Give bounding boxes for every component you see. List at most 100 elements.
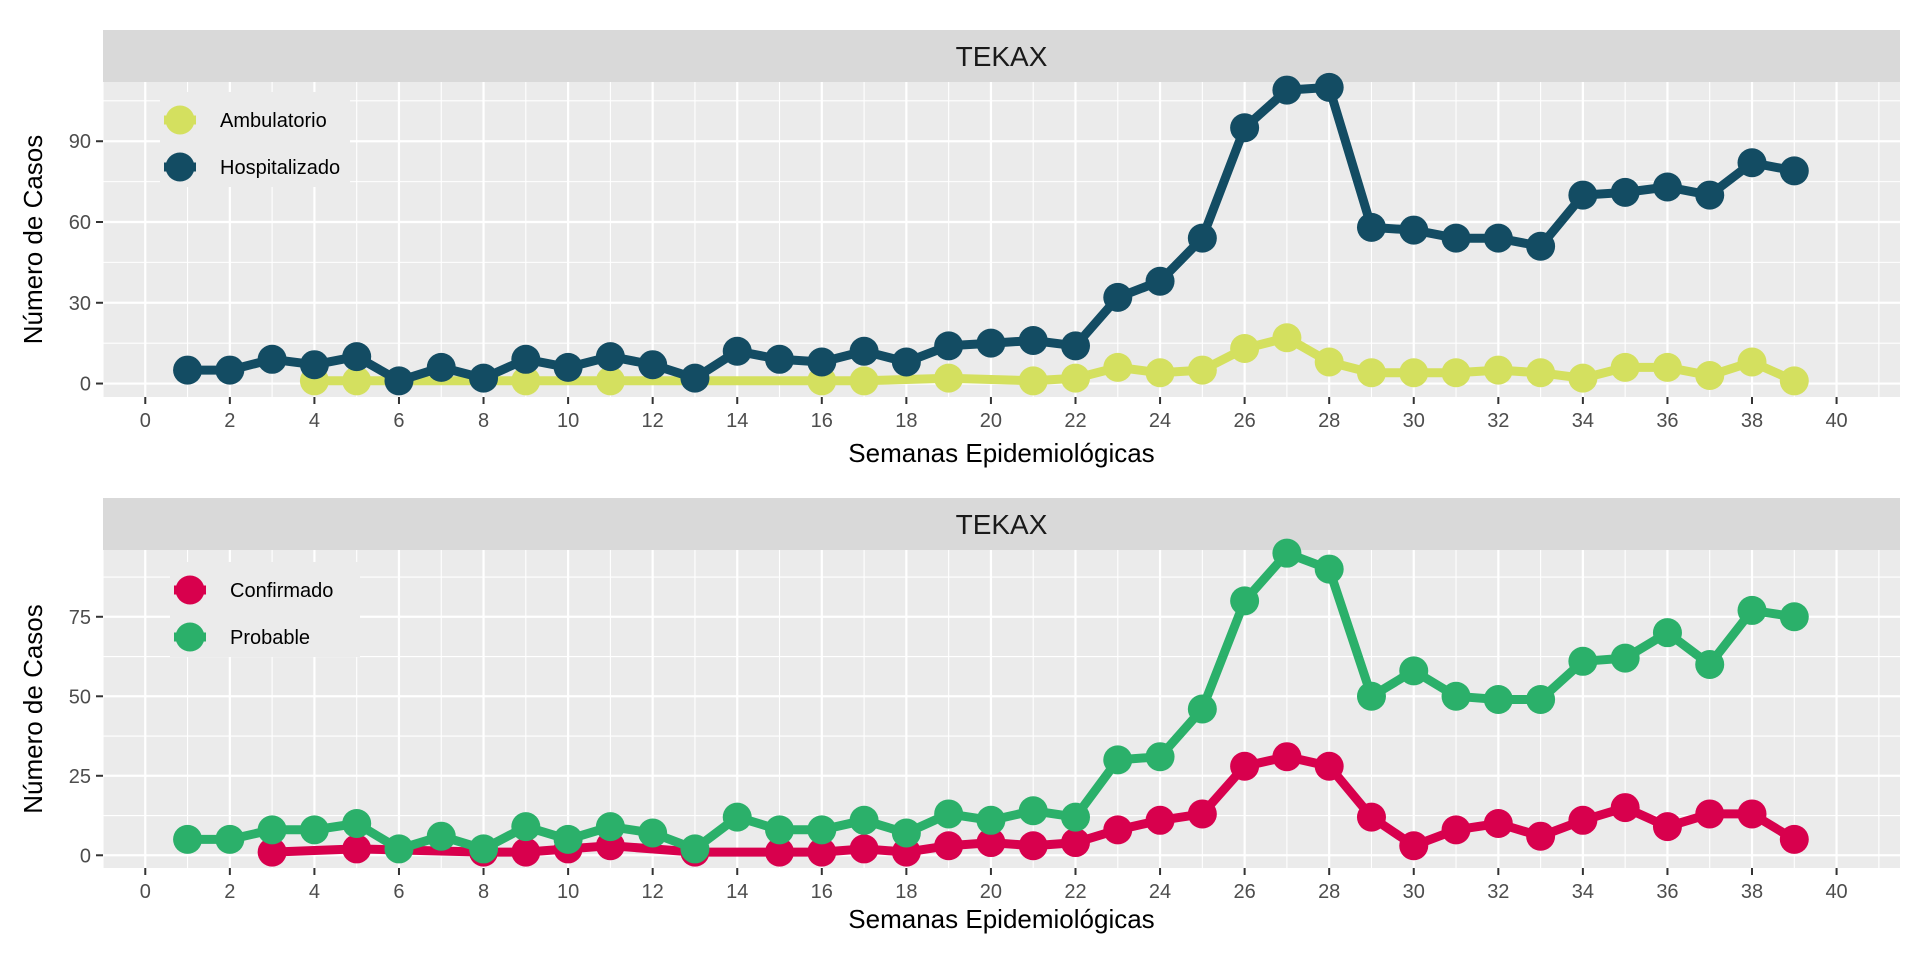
data-point <box>934 831 964 861</box>
legend-key-point <box>175 622 205 652</box>
data-point <box>680 363 710 393</box>
x-tick-label: 24 <box>1149 881 1171 903</box>
y-tick-label: 30 <box>69 293 91 315</box>
x-tick-label: 8 <box>478 410 489 432</box>
data-point <box>1610 177 1640 207</box>
data-point <box>1399 358 1429 388</box>
x-tick-label: 40 <box>1825 410 1847 432</box>
data-point <box>1483 355 1513 385</box>
data-point <box>1568 363 1598 393</box>
y-axis-title: Número de Casos <box>18 135 48 345</box>
data-point <box>1399 831 1429 861</box>
y-tick-label: 90 <box>69 131 91 153</box>
data-point <box>1060 331 1090 361</box>
x-axis-title: Semanas Epidemiológicas <box>848 904 1154 934</box>
data-point <box>426 821 456 851</box>
x-tick-label: 14 <box>726 881 748 903</box>
x-tick-label: 6 <box>393 410 404 432</box>
x-tick-label: 24 <box>1149 410 1171 432</box>
data-point <box>173 824 203 854</box>
data-point <box>891 347 921 377</box>
data-point <box>1145 266 1175 296</box>
x-tick-label: 18 <box>895 410 917 432</box>
data-point <box>807 815 837 845</box>
data-point <box>1187 355 1217 385</box>
data-point <box>1187 799 1217 829</box>
x-tick-label: 26 <box>1233 881 1255 903</box>
data-point <box>384 834 414 864</box>
x-tick-label: 34 <box>1572 410 1594 432</box>
data-point <box>1356 212 1386 242</box>
data-point <box>1103 815 1133 845</box>
legend-label: Probable <box>230 627 310 649</box>
data-point <box>511 837 541 867</box>
data-point <box>1103 282 1133 312</box>
data-point <box>1779 602 1809 632</box>
x-tick-label: 20 <box>980 881 1002 903</box>
data-point <box>1018 366 1048 396</box>
data-point <box>215 824 245 854</box>
data-point <box>1060 363 1090 393</box>
data-point <box>1272 323 1302 353</box>
data-point <box>1018 796 1048 826</box>
data-point <box>1737 799 1767 829</box>
data-point <box>1483 223 1513 253</box>
data-point <box>1695 180 1725 210</box>
data-point <box>1103 352 1133 382</box>
series-confirmado <box>257 742 1809 867</box>
data-point <box>1145 358 1175 388</box>
x-tick-label: 38 <box>1741 410 1763 432</box>
data-point <box>1145 805 1175 835</box>
data-point <box>765 344 795 374</box>
y-tick-label: 0 <box>80 374 91 396</box>
data-point <box>765 837 795 867</box>
data-point <box>934 363 964 393</box>
x-tick-label: 0 <box>140 410 151 432</box>
x-tick-label: 10 <box>557 410 579 432</box>
x-tick-label: 8 <box>478 881 489 903</box>
data-point <box>553 824 583 854</box>
data-point <box>469 363 499 393</box>
data-point <box>1610 793 1640 823</box>
data-point <box>1652 618 1682 648</box>
data-point <box>1187 694 1217 724</box>
data-point <box>1356 802 1386 832</box>
x-tick-label: 28 <box>1318 881 1340 903</box>
data-point <box>257 837 287 867</box>
y-tick-label: 50 <box>69 686 91 708</box>
data-point <box>1187 223 1217 253</box>
x-tick-label: 4 <box>309 410 320 432</box>
data-point <box>299 350 329 380</box>
data-point <box>1695 360 1725 390</box>
legend-key-point <box>165 105 195 135</box>
facet-strip-title: TEKAX <box>956 41 1048 72</box>
data-point <box>1526 231 1556 261</box>
legend-label: Hospitalizado <box>220 157 340 179</box>
x-tick-label: 28 <box>1318 410 1340 432</box>
data-point <box>1610 352 1640 382</box>
data-point <box>342 808 372 838</box>
data-point <box>426 352 456 382</box>
y-tick-label: 75 <box>69 607 91 629</box>
data-point <box>1314 751 1344 781</box>
legend-key-point <box>165 152 195 182</box>
data-point <box>1695 799 1725 829</box>
facet-strip <box>103 498 1900 550</box>
x-tick-label: 30 <box>1403 881 1425 903</box>
y-tick-label: 0 <box>80 845 91 867</box>
legend: Confirmado Probable <box>170 562 360 657</box>
x-tick-label: 2 <box>224 410 235 432</box>
data-point <box>1356 358 1386 388</box>
data-point <box>1230 751 1260 781</box>
data-point <box>1441 815 1471 845</box>
data-point <box>595 366 625 396</box>
data-point <box>722 802 752 832</box>
legend-key-point <box>175 575 205 605</box>
data-point <box>1695 649 1725 679</box>
data-point <box>215 355 245 385</box>
data-point <box>1526 684 1556 714</box>
